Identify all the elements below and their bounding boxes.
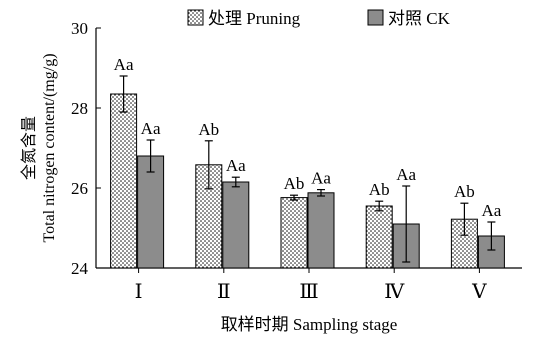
bar xyxy=(307,192,335,269)
bar xyxy=(222,181,250,269)
y-tick-label: 28 xyxy=(71,99,88,118)
y-axis-title-zh: 全氮含量 xyxy=(20,116,38,180)
bar xyxy=(137,155,165,269)
y-tick-label: 24 xyxy=(71,259,89,278)
plot-area: 24 26 28 30 全氮含量 Total nitrogen content/(mg/g… xyxy=(20,9,522,334)
bar xyxy=(365,205,393,269)
significance-label: Aa xyxy=(226,156,246,175)
legend-label: 对照 CK xyxy=(388,9,451,28)
x-tick-label: Ⅱ xyxy=(217,281,231,303)
significance-label: Aa xyxy=(114,55,134,74)
legend: 处理 Pruning 对照 CK xyxy=(187,9,451,28)
bar xyxy=(280,197,308,269)
y-axis-title-en: Total nitrogen content/(mg/g) xyxy=(41,53,58,242)
legend-label: 处理 Pruning xyxy=(208,9,301,28)
significance-label: Ab xyxy=(198,120,219,139)
y-tick-label: 26 xyxy=(71,179,88,198)
significance-label: Aa xyxy=(141,119,161,138)
significance-label: Aa xyxy=(481,201,501,220)
bar xyxy=(110,93,138,269)
y-tick-label: 30 xyxy=(71,19,88,38)
significance-label: Aa xyxy=(396,165,416,184)
legend-swatch xyxy=(187,9,204,26)
significance-label: Aa xyxy=(311,169,331,188)
x-tick-label: Ⅳ xyxy=(384,281,405,303)
legend-swatch xyxy=(367,9,384,26)
bar xyxy=(195,164,223,269)
x-tick-label: Ⅰ xyxy=(135,281,143,303)
x-tick-label: Ⅴ xyxy=(471,281,487,303)
x-tick-label: Ⅲ xyxy=(299,281,318,303)
significance-label: Ab xyxy=(454,182,475,201)
significance-label: Ab xyxy=(369,180,390,199)
y-axis-title: 全氮含量 Total nitrogen content/(mg/g) xyxy=(20,53,58,242)
x-axis-title: 取样时期 Sampling stage xyxy=(221,315,398,334)
significance-label: Ab xyxy=(284,174,305,193)
